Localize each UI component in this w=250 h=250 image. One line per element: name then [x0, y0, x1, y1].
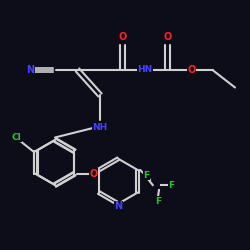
Text: Cl: Cl	[12, 133, 22, 142]
Text: NH: NH	[92, 123, 108, 132]
Text: F: F	[168, 180, 174, 190]
Text: F: F	[144, 170, 150, 179]
Text: O: O	[187, 65, 196, 75]
Text: O: O	[164, 32, 172, 42]
Text: HN: HN	[138, 66, 152, 74]
Text: O: O	[118, 32, 127, 42]
Text: N: N	[114, 201, 122, 211]
Text: F: F	[155, 197, 161, 206]
Text: N: N	[26, 65, 34, 75]
Text: O: O	[89, 169, 97, 179]
